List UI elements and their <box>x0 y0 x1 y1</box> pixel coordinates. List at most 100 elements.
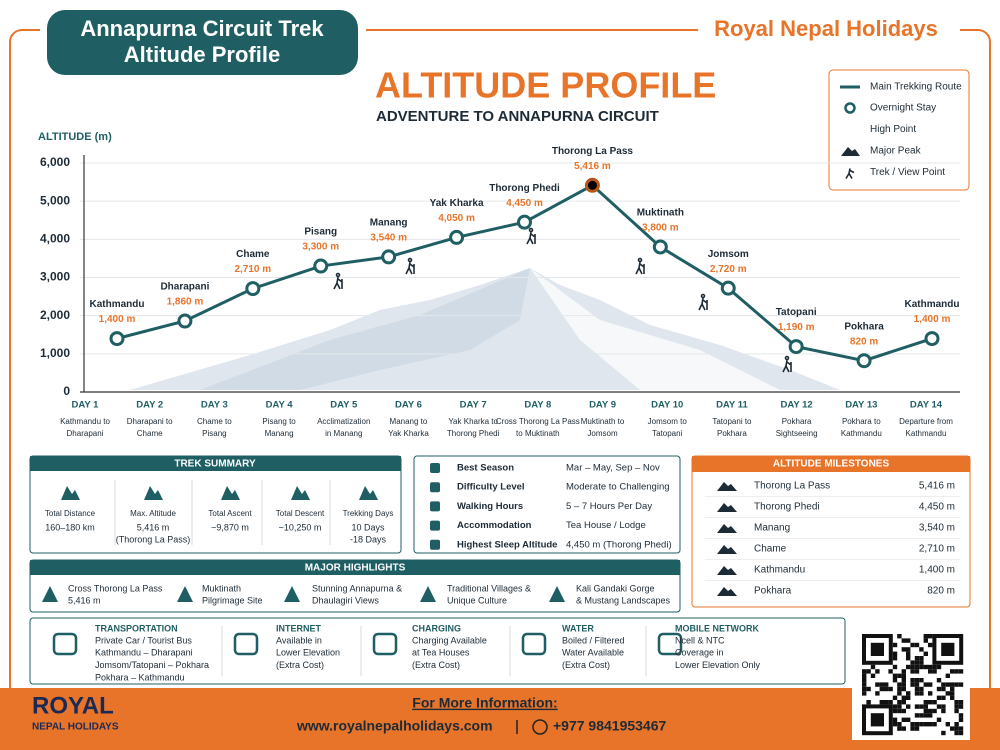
qr-cell <box>910 642 915 648</box>
logo-sub: NEPAL HOLIDAYS <box>32 722 119 733</box>
highlight-text: Pilgrimage Site <box>202 595 263 605</box>
overnight-stay <box>856 353 872 369</box>
qr-cell <box>879 682 884 687</box>
milestone-value: 820 m <box>927 586 955 597</box>
qr-cell <box>941 695 946 700</box>
point-value: 1,860 m <box>167 297 204 308</box>
overnight-stay <box>449 229 465 245</box>
point-name: Thorong La Pass <box>552 146 634 157</box>
qr-cell <box>958 717 964 722</box>
qr-cell <box>897 673 902 678</box>
qr-cell <box>862 686 867 692</box>
facility-icon <box>52 632 78 656</box>
qr-cell <box>958 704 964 709</box>
day-label: DAY 9 <box>589 400 616 411</box>
facility-line: Pokhara – Kathmandu <box>95 672 185 682</box>
legend-icon <box>845 125 855 134</box>
day-desc: Manang to <box>390 417 428 426</box>
qr-finder <box>862 634 893 665</box>
day-label: DAY 8 <box>524 400 551 411</box>
facility-line: Ncell & NTC <box>675 635 725 645</box>
qr-cell <box>914 691 920 696</box>
qr-cell <box>958 669 964 674</box>
day-desc: to Muktinath <box>516 429 560 438</box>
point-value: 1,400 m <box>99 314 136 325</box>
qr-cell <box>950 726 955 731</box>
day-desc: Pokhara <box>717 429 747 438</box>
peak-icon <box>717 482 737 491</box>
qr-cell <box>914 713 920 718</box>
day-label: DAY 12 <box>780 400 812 411</box>
day-label: DAY 11 <box>716 400 748 411</box>
info-icon <box>430 539 440 550</box>
qr-cell <box>941 682 946 687</box>
highlight-text: 5,416 m <box>68 595 101 605</box>
qr-cell <box>923 700 928 705</box>
day-label: DAY 6 <box>395 400 422 411</box>
milestones-header <box>692 456 970 472</box>
milestone-name: Thorong Phedi <box>754 502 820 513</box>
milestone-name: Manang <box>754 523 790 534</box>
facility-line: (Extra Cost) <box>562 660 610 670</box>
qr-cell <box>910 660 915 665</box>
facility-line: Lower Elevation <box>276 648 340 658</box>
qr-cell <box>928 722 933 727</box>
qr-cell <box>892 695 898 700</box>
day-desc: Tatopani <box>652 429 682 438</box>
milestone-name: Thorong La Pass <box>754 481 830 492</box>
logo-text: ROYAL <box>32 692 114 719</box>
day-desc: Pisang <box>202 429 226 438</box>
qr-cell <box>901 717 906 722</box>
overnight-stay <box>517 214 532 230</box>
qr-cell <box>914 704 920 709</box>
y-axis-label: ALTITUDE (m) <box>38 131 112 143</box>
badge-text: Annapurna Circuit Trek <box>80 16 324 41</box>
qr-cell <box>950 695 955 700</box>
point-value: 820 m <box>850 336 878 347</box>
facilities-box <box>29 617 846 685</box>
qr-cell <box>936 717 942 722</box>
facility-line: Water Available <box>562 648 624 658</box>
highlights-header <box>30 560 680 575</box>
qr-cell <box>897 686 902 692</box>
high-point <box>584 177 600 193</box>
qr-cell <box>928 708 933 714</box>
mountain-snow <box>530 268 780 390</box>
qr-cell <box>879 686 884 692</box>
facility-icon <box>372 632 398 656</box>
qr-cell <box>928 691 933 696</box>
day-label: DAY 2 <box>136 400 163 411</box>
day-label: DAY 7 <box>460 400 487 411</box>
qr-cell <box>888 669 893 674</box>
qr-cell <box>906 651 911 656</box>
info-value: Mar – May, Sep – Nov <box>566 463 660 474</box>
day-desc: Yak Kharka <box>388 429 429 438</box>
qr-cell <box>914 678 920 683</box>
point-value: 5,416 m <box>574 161 611 172</box>
highlight-text: & Mustang Landscapes <box>576 595 671 605</box>
qr-cell <box>932 669 937 674</box>
qr-cell <box>901 700 906 705</box>
qr-cell <box>950 691 955 696</box>
qr-cell <box>901 695 906 700</box>
legend-box <box>828 69 970 191</box>
brand: Royal Nepal Holidays <box>714 16 938 41</box>
qr-finder <box>870 642 884 656</box>
legend-label: Main Trekking Route <box>870 82 962 93</box>
qr-cell <box>928 713 933 718</box>
hiker-icon <box>782 355 792 373</box>
qr-cell <box>901 647 906 652</box>
qr-cell <box>892 656 898 661</box>
y-tick-label: 1,000 <box>40 346 70 360</box>
info-icon <box>430 501 440 512</box>
qr-cell <box>954 700 959 705</box>
qr-cell <box>862 678 867 683</box>
point-value: 3,540 m <box>370 233 407 244</box>
qr-cell <box>866 686 871 692</box>
y-tick-label: 6,000 <box>40 155 70 169</box>
qr-cell <box>919 656 924 661</box>
qr-cell <box>945 691 950 696</box>
qr-cell <box>945 722 950 727</box>
info-label: Walking Hours <box>457 501 523 512</box>
qr-cell <box>932 708 937 714</box>
